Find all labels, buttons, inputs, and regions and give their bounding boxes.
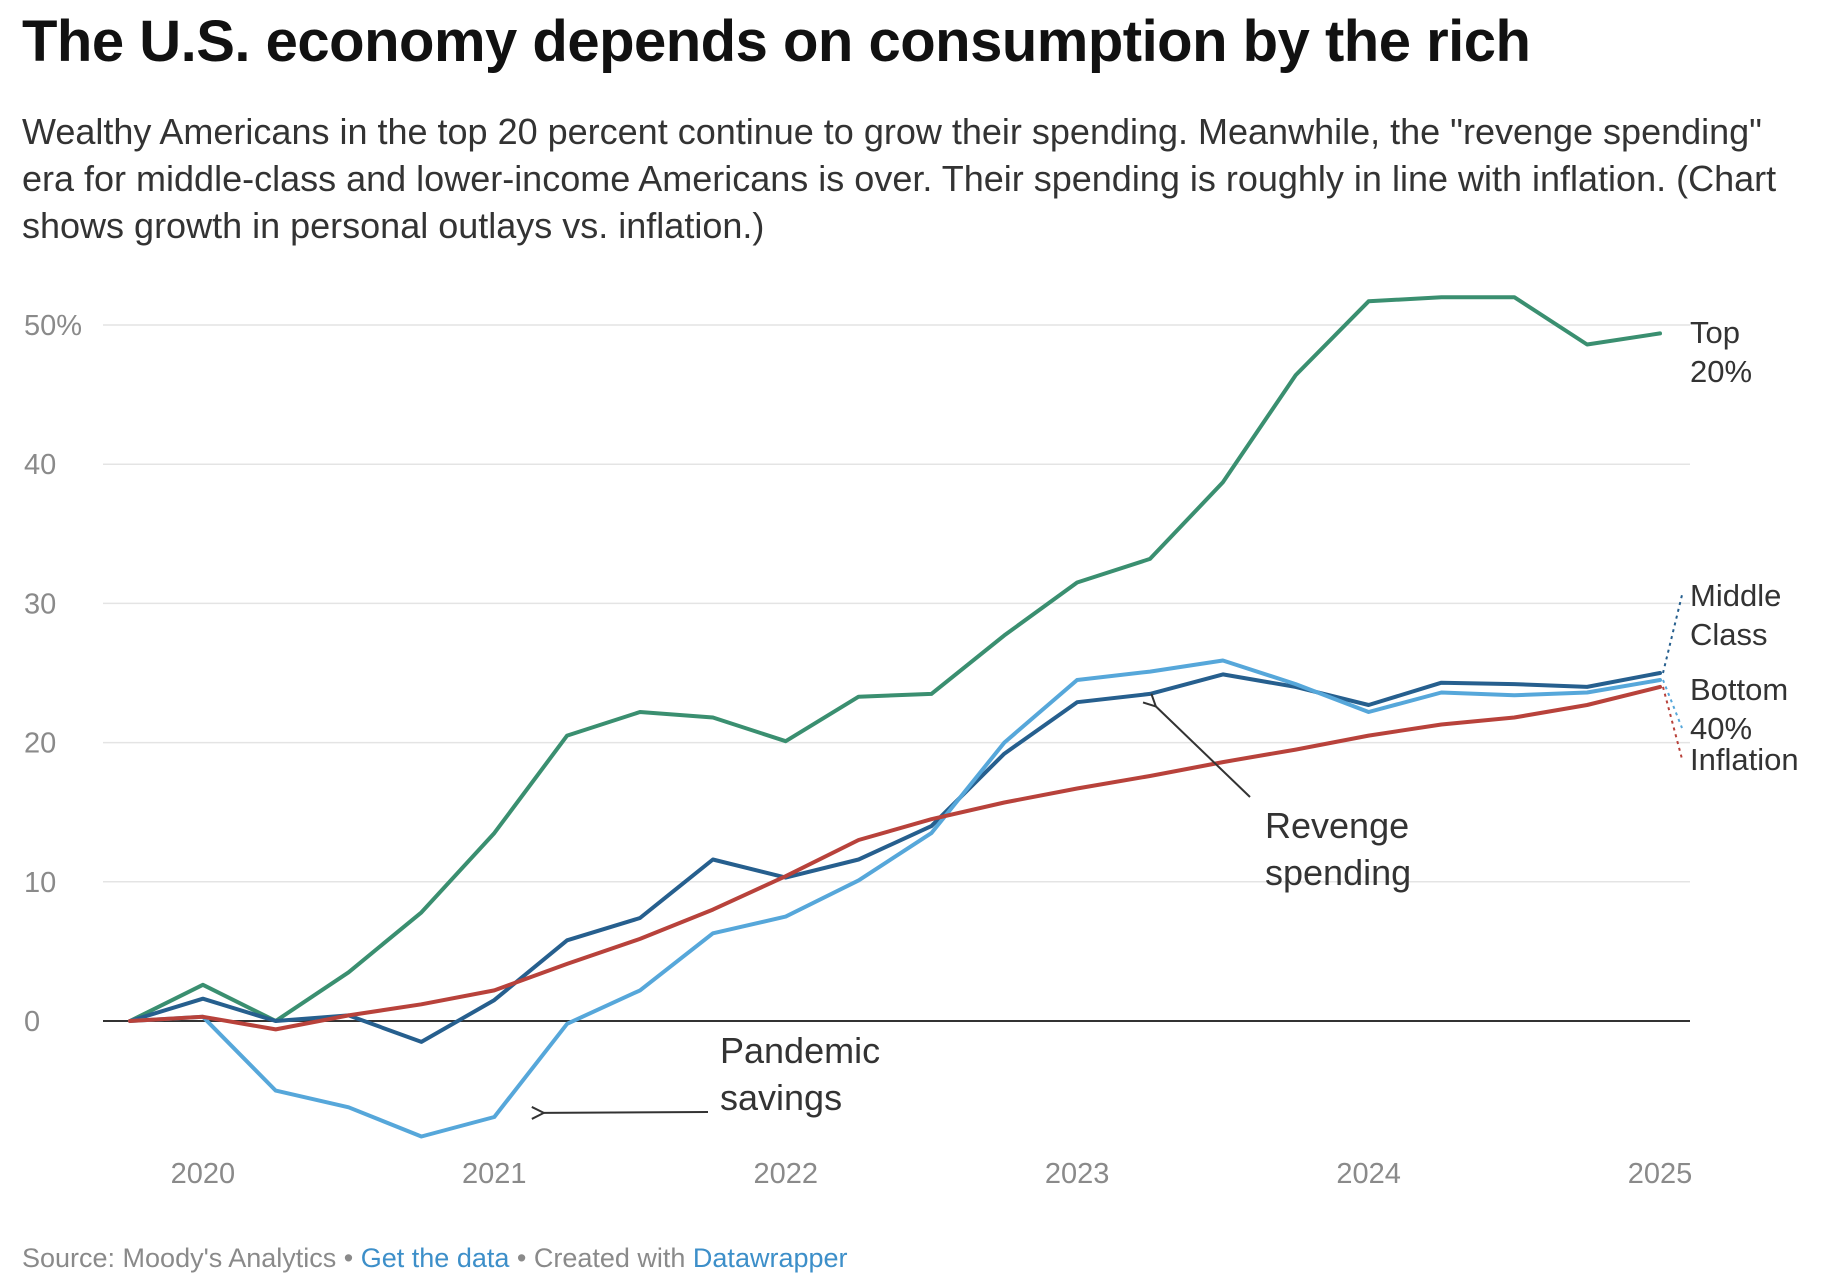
gridlines	[103, 324, 1690, 1022]
footer: Source: Moody's Analytics • Get the data…	[22, 1243, 848, 1274]
series-label: Top	[1690, 315, 1740, 350]
series-line-bottom-40	[128, 658, 1662, 1139]
x-tick-label: 2023	[1045, 1158, 1110, 1190]
annotation-text: spending	[1265, 852, 1411, 893]
datawrapper-link[interactable]: Datawrapper	[692, 1243, 848, 1273]
series-label: Class	[1690, 617, 1768, 652]
series-line-top-20	[128, 295, 1662, 1023]
x-tick-label: 2020	[171, 1158, 236, 1190]
y-tick-label: 50%	[24, 310, 82, 342]
series-label: Middle	[1690, 578, 1781, 613]
annotation-text: savings	[720, 1077, 842, 1118]
annotation-arrow	[544, 1112, 709, 1113]
chart-subtitle: Wealthy Americans in the top 20 percent …	[22, 111, 1777, 246]
created-with-text: Created with	[533, 1243, 693, 1273]
y-tick-label: 20	[24, 728, 56, 760]
label-leader-line	[1662, 679, 1683, 729]
x-axis-ticks: 2020 2021 2022 2023 2024 2025	[171, 1158, 1693, 1190]
annotation-arrow	[1156, 706, 1251, 798]
series-line-inflation	[128, 684, 1662, 1032]
series-lines	[128, 295, 1662, 1139]
x-tick-label: 2024	[1336, 1158, 1401, 1190]
y-tick-label: 30	[24, 588, 56, 620]
x-tick-label: 2025	[1628, 1158, 1693, 1190]
separator: •	[336, 1243, 361, 1273]
y-tick-label: 0	[24, 1006, 40, 1038]
series-label: Inflation	[1690, 742, 1799, 777]
annotations: Revenge spending Pandemic savings	[544, 706, 1411, 1118]
series-labels: Top 20% Middle Class Bottom 40%Inflation	[1662, 315, 1799, 777]
label-leader-line	[1662, 594, 1683, 674]
series-label: Bottom	[1690, 672, 1788, 707]
x-tick-label: 2021	[462, 1158, 527, 1190]
y-axis-ticks: 50% 40 30 20 10 0	[24, 310, 82, 1038]
series-line-middle-class	[128, 671, 1662, 1044]
source-text: Source: Moody's Analytics	[22, 1243, 337, 1273]
y-tick-label: 10	[24, 867, 56, 899]
annotation-text: Pandemic	[720, 1030, 880, 1071]
get-the-data-link[interactable]: Get the data	[360, 1243, 510, 1273]
y-tick-label: 40	[24, 449, 56, 481]
series-label: 40%	[1690, 711, 1752, 746]
series-label: 20%	[1690, 354, 1752, 389]
label-leader-line	[1662, 686, 1683, 760]
separator: •	[509, 1243, 534, 1273]
annotation-text: Revenge	[1265, 805, 1409, 846]
chart-title: The U.S. economy depends on consumption …	[22, 9, 1531, 74]
x-tick-label: 2022	[753, 1158, 818, 1190]
